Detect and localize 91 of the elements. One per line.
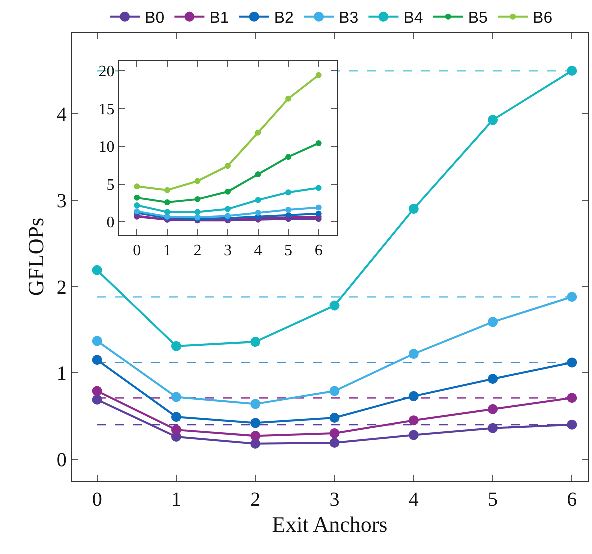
point: [255, 210, 262, 216]
point: [408, 416, 419, 426]
y-tick-label: 0: [56, 449, 67, 472]
x-tick-label: 2: [194, 242, 202, 260]
point: [194, 178, 201, 184]
point: [250, 337, 261, 348]
point: [255, 130, 262, 136]
point: [567, 292, 578, 302]
x-tick-label: 5: [284, 242, 293, 260]
x-tick-label: 5: [488, 489, 498, 512]
point: [225, 188, 231, 195]
y-tick-label: 5: [106, 176, 115, 194]
point: [92, 355, 102, 366]
point: [134, 184, 140, 190]
point: [164, 209, 170, 216]
point: [255, 197, 262, 204]
point: [567, 66, 578, 76]
x-tick-label: 1: [171, 489, 182, 512]
point: [171, 425, 182, 436]
point: [286, 190, 292, 196]
point: [225, 206, 231, 212]
point: [134, 202, 140, 208]
x-tick-label: 2: [250, 489, 261, 512]
point: [171, 412, 182, 422]
point: [250, 399, 261, 410]
point: [92, 386, 102, 396]
point: [194, 209, 201, 216]
y-tick-label: 0: [106, 214, 115, 232]
point: [171, 392, 182, 402]
point: [330, 300, 340, 311]
point: [488, 115, 498, 126]
point: [92, 265, 102, 276]
y-tick-label: 20: [98, 63, 115, 80]
point: [286, 96, 292, 102]
point: [330, 438, 340, 448]
legend-label: B3: [339, 10, 359, 28]
point: [286, 212, 292, 218]
x-tick-label: 6: [567, 489, 578, 512]
point: [92, 336, 102, 346]
y-tick-label: 4: [56, 104, 67, 126]
point: [250, 418, 261, 428]
point: [408, 204, 419, 214]
point: [330, 386, 340, 396]
y-tick-label: 15: [98, 101, 115, 118]
point: [164, 187, 170, 194]
point: [330, 412, 340, 423]
point: [488, 317, 498, 328]
point: [567, 358, 578, 368]
point: [330, 428, 340, 439]
legend-label: B4: [404, 10, 424, 28]
y-tick-label: 1: [56, 363, 67, 386]
point: [567, 420, 578, 430]
x-tick-label: 1: [163, 242, 172, 260]
point: [488, 423, 498, 434]
y-tick-label: 10: [98, 139, 115, 156]
point: [92, 394, 102, 405]
legend-label: B1: [210, 10, 230, 28]
y-tick-label: 2: [56, 276, 67, 299]
x-tick-label: 3: [330, 489, 340, 512]
legend-label: B5: [468, 10, 488, 28]
x-tick-label: 3: [224, 242, 232, 260]
point: [316, 210, 322, 217]
point: [255, 171, 262, 178]
x-tick-label: 4: [254, 242, 262, 260]
y-tick-label: 3: [56, 190, 67, 212]
point: [286, 207, 292, 214]
legend-label: B6: [533, 10, 553, 28]
point: [567, 393, 578, 404]
point: [408, 391, 419, 402]
x-tick-label: 0: [133, 242, 142, 260]
point: [225, 163, 231, 170]
point: [488, 404, 498, 414]
point: [250, 431, 261, 442]
point: [194, 196, 201, 202]
point: [316, 185, 322, 192]
legend-label: B0: [145, 10, 165, 28]
point: [171, 341, 182, 352]
y-axis-title: GFLOPs: [24, 218, 49, 296]
point: [316, 72, 322, 78]
x-tick-label: 4: [408, 489, 419, 512]
point: [408, 430, 419, 440]
point: [316, 204, 322, 211]
point: [286, 154, 292, 160]
point: [408, 349, 419, 360]
point: [134, 194, 140, 201]
legend-label: B2: [274, 10, 294, 28]
x-axis-title: Exit Anchors: [272, 512, 388, 537]
point: [488, 374, 498, 384]
point: [164, 199, 170, 206]
point: [316, 140, 322, 146]
x-tick-label: 6: [314, 242, 323, 260]
